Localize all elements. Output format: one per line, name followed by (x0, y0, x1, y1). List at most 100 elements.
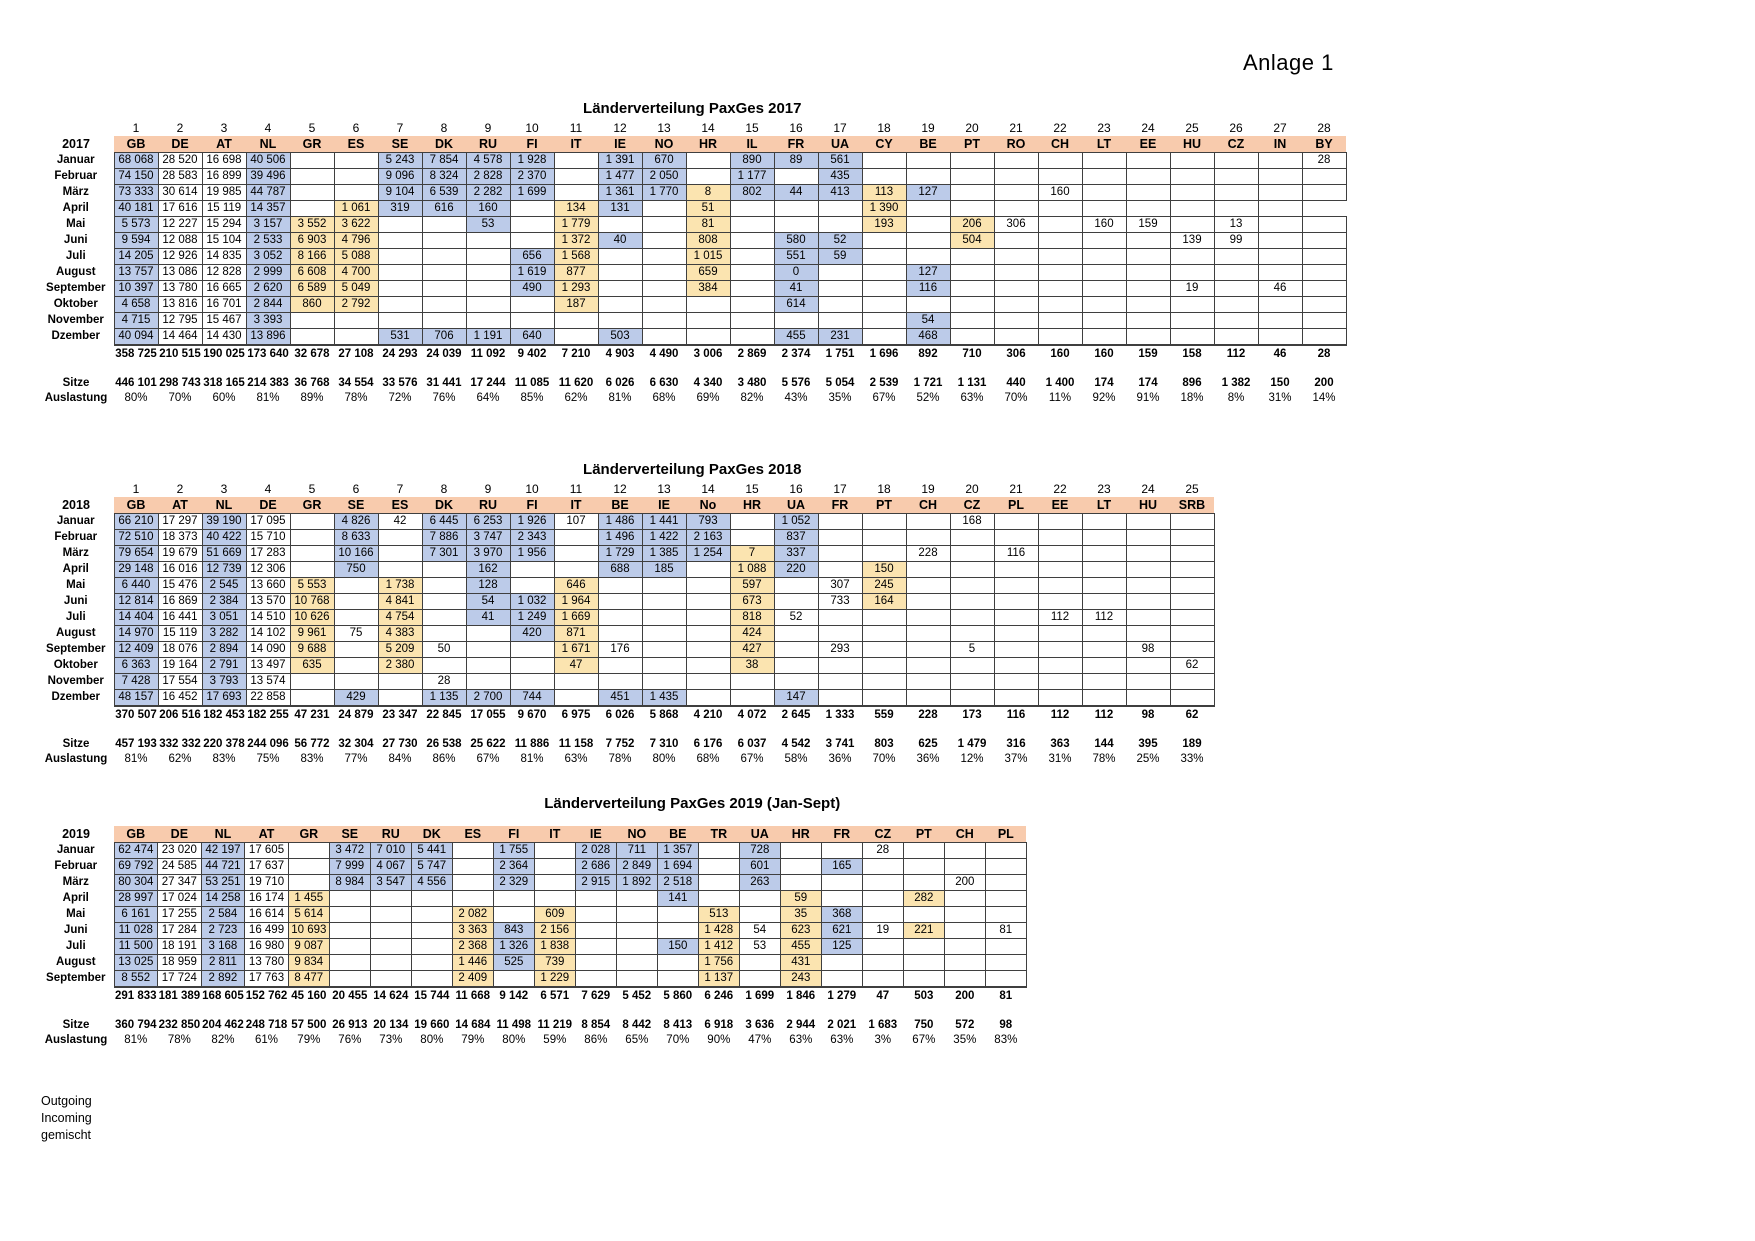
auslastung-cell: 63% (960, 392, 984, 404)
sitze-cell: 4 542 (781, 738, 811, 750)
table-cell (509, 673, 555, 690)
table-cell (287, 842, 330, 859)
table-cell: 2 844 (245, 296, 291, 313)
table-cell (817, 264, 863, 281)
table-cell (949, 625, 995, 642)
table-cell (1169, 625, 1215, 642)
table-cell (377, 216, 423, 233)
table-cell: 200 (943, 874, 986, 891)
table-cell: 2 384 (201, 593, 247, 610)
table-cell: 139 (1169, 232, 1215, 249)
auslastung-cell: 64% (476, 392, 500, 404)
table-cell: 3 393 (245, 312, 291, 329)
col-header: DK (422, 497, 466, 514)
table-cell: 890 (729, 152, 775, 169)
auslastung-cell: 78% (608, 753, 632, 765)
table-cell: 5 747 (410, 858, 453, 875)
table-cell: 41 (773, 280, 819, 297)
table-cell: 2 892 (200, 970, 246, 988)
table-cell (1037, 296, 1083, 313)
auslastung-row: Auslastung 81% 78% 82% 61% 79% 76% 73% 80% 79% 80%… (38, 1033, 1026, 1048)
auslastung-cell: 81% (124, 753, 148, 765)
table-cell: 4 658 (113, 296, 159, 313)
table-cell: 17 024 (157, 890, 202, 907)
table-cell (421, 657, 467, 674)
col-header: CH (944, 826, 986, 843)
table-cell: 490 (509, 280, 555, 297)
table-cell (410, 970, 453, 988)
col-header: IN (1258, 136, 1302, 153)
table-cell (685, 296, 731, 313)
table-cell (685, 561, 731, 578)
table-cell: 9 087 (287, 938, 330, 955)
table-cell: 12 227 (157, 216, 203, 233)
column-number: 3 (220, 481, 228, 496)
row-label: Januar (56, 154, 95, 166)
row-label: August (55, 956, 96, 968)
sitze-cell: 803 (874, 738, 894, 750)
table-cell (377, 561, 423, 578)
table-cell: 11 500 (113, 938, 159, 955)
total-cell: 358 725 (115, 348, 157, 360)
table-cell (509, 200, 555, 217)
auslastung-cell: 80% (652, 753, 676, 765)
table-cell: 1 428 (697, 922, 740, 939)
table-cell (328, 906, 371, 923)
table-cell (902, 858, 945, 875)
table-cell (509, 296, 555, 313)
sitze-cell: 174 (1094, 377, 1114, 389)
total-cell: 559 (874, 709, 894, 721)
table-cell (949, 609, 995, 626)
table-cell (779, 858, 822, 875)
table-cell (451, 842, 494, 859)
column-number: 16 (789, 481, 803, 496)
table-cell (369, 922, 412, 939)
table-cell: 6 589 (289, 280, 335, 297)
table-cell: 73 333 (113, 184, 159, 201)
table-cell: 15 476 (157, 577, 203, 594)
table-cell: 1 052 (773, 513, 819, 530)
table-cell: 1 756 (697, 954, 740, 971)
table-cell: 245 (861, 577, 907, 594)
total-cell: 152 762 (245, 990, 288, 1002)
total-cell: 5 860 (663, 990, 693, 1002)
table-cell: 3 157 (245, 216, 291, 233)
table-cell (729, 216, 775, 233)
table-cell (993, 200, 1039, 217)
table-cell (615, 890, 658, 907)
table-cell: 431 (779, 954, 822, 971)
auslastung-label: Auslastung (44, 1034, 108, 1046)
table-cell (333, 312, 379, 329)
column-number: 16 (789, 120, 803, 135)
table-cell (905, 673, 951, 690)
table-cell (817, 673, 863, 690)
auslastung-cell: 86% (432, 753, 456, 765)
sitze-cell: 1 479 (957, 738, 987, 750)
row-label: Januar (56, 515, 95, 527)
col-header: ES (378, 497, 422, 514)
table-cell (615, 938, 658, 955)
col-header: GB (114, 826, 158, 843)
table-cell (1169, 248, 1215, 265)
table-cell: 53 251 (200, 874, 246, 891)
table-cell: 670 (641, 152, 687, 169)
table-cell: 17 605 (244, 842, 289, 859)
total-cell: 291 833 (115, 990, 157, 1002)
table-cell: 160 (1081, 216, 1127, 233)
total-cell: 6 571 (540, 990, 570, 1002)
column-number: 3 (220, 120, 228, 135)
col-header: BE (657, 826, 699, 843)
table-cell: 5 049 (333, 280, 379, 297)
total-cell: 14 624 (373, 990, 409, 1002)
table-cell (729, 673, 775, 690)
table-cell: 75 (333, 625, 379, 642)
auslastung-cell: 12% (960, 753, 984, 765)
table-cell: 3 622 (333, 216, 379, 233)
total-cell: 1 751 (825, 348, 855, 360)
table-cell: 6 903 (289, 232, 335, 249)
sheet: Länderverteilung PaxGes 2017 1 2 3 4 5 6 7 8 9 10 1… (38, 100, 1347, 1144)
country-header-row: 2019 GB DE NL AT GR SE RU DK ES FI IT IE NO BE TR UA HR FR… (38, 826, 1027, 843)
total-cell: 5 868 (649, 709, 679, 721)
table-cell: 16 899 (201, 168, 247, 185)
table-cell (943, 858, 986, 875)
